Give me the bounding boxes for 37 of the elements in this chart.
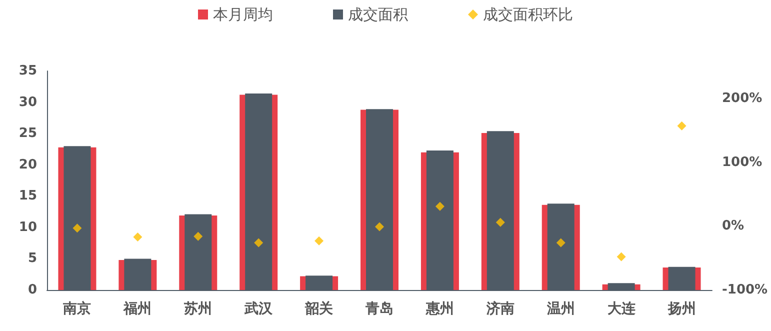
point: [616, 252, 626, 262]
y-tick-label: 30: [18, 94, 37, 110]
x-tick-label: 青岛: [364, 301, 394, 317]
y-tick-label: 10: [18, 220, 37, 235]
x-tick-label: 温州: [546, 301, 575, 317]
point: [254, 238, 264, 248]
point: [677, 121, 686, 130]
y2-tick-label: 0%: [722, 218, 744, 234]
x-tick-label: 福州: [122, 300, 152, 317]
x-tick-label: 惠州: [424, 301, 454, 317]
y2-tick-label: -100%: [722, 282, 768, 298]
y-tick-label: 5: [28, 251, 37, 266]
point: [194, 232, 203, 241]
x-tick-label: 济南: [485, 300, 514, 317]
point: [496, 218, 505, 227]
point: [375, 222, 384, 232]
y-tick-label: 15: [18, 188, 37, 204]
x-tick-label: 扬州: [666, 301, 696, 317]
legend-label: 成交面积: [348, 6, 408, 24]
point: [556, 238, 566, 248]
x-tick-label: 武汉: [244, 301, 274, 317]
y-tick-label: 25: [18, 126, 37, 142]
point: [314, 236, 324, 246]
x-tick-label: 韶关: [304, 300, 334, 317]
point: [435, 202, 444, 211]
x-tick-label: 苏州: [183, 301, 212, 317]
y2-tick-label: 100%: [722, 154, 762, 170]
legend-label: 本月周均: [213, 6, 273, 24]
y-tick-label: 35: [18, 64, 37, 78]
point: [133, 232, 142, 242]
point: [72, 224, 82, 233]
y-tick-label: 20: [18, 157, 37, 172]
legend-label: 成交面积环比: [483, 6, 573, 24]
y-tick-label: 0: [28, 282, 37, 298]
y2-tick-label: 200%: [722, 90, 762, 106]
x-tick-label: 大连: [607, 301, 636, 317]
x-tick-label: 南京: [62, 300, 92, 317]
